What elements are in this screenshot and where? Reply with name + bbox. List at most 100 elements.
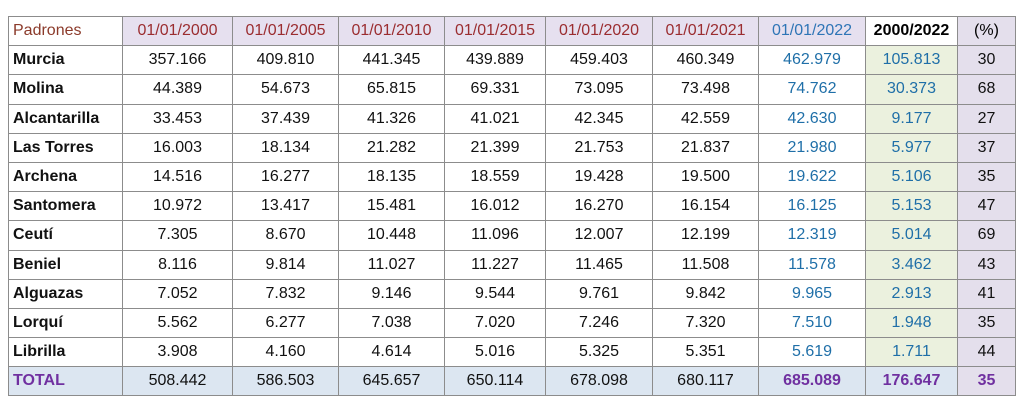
cell: 650.114 xyxy=(444,366,546,397)
cell: 21.282 xyxy=(338,132,445,163)
cell: Lorquí xyxy=(8,307,123,339)
cell: 41 xyxy=(957,278,1016,309)
cell: 439.889 xyxy=(444,45,546,76)
cell: 42.630 xyxy=(758,103,866,134)
cell: 14.516 xyxy=(122,161,233,193)
cell: 5.153 xyxy=(865,191,958,222)
data-row: Molina 44.389 54.673 65.815 69.331 73.095 73.4… xyxy=(8,74,1016,105)
cell: 44 xyxy=(957,337,1016,368)
cell: 35 xyxy=(957,366,1016,397)
cell: 37.439 xyxy=(232,103,339,134)
cell: 7.832 xyxy=(232,278,339,309)
cell: 7.246 xyxy=(545,307,653,339)
data-row: Alguazas 7.052 7.832 9.146 9.544 9.761 9.842 9.… xyxy=(8,278,1016,309)
cell: 16.270 xyxy=(545,191,653,222)
cell: Ceutí xyxy=(8,220,123,251)
cell: 54.673 xyxy=(232,74,339,105)
cell: 16.012 xyxy=(444,191,546,222)
cell: 3.908 xyxy=(122,337,233,368)
cell: 2.913 xyxy=(865,278,958,309)
cell: 9.761 xyxy=(545,278,653,309)
data-row: Santomera 10.972 13.417 15.481 16.012 16.270 1… xyxy=(8,191,1016,222)
cell: Archena xyxy=(8,161,123,193)
cell: 508.442 xyxy=(122,366,233,397)
header-cell: 01/01/2010 xyxy=(338,15,445,47)
cell: 7.038 xyxy=(338,307,445,339)
table-body: Padrones 01/01/2000 01/01/2005 01/01/2010 01… xyxy=(8,15,1016,397)
cell: 21.399 xyxy=(444,132,546,163)
cell: 16.003 xyxy=(122,132,233,163)
cell: 19.500 xyxy=(652,161,759,193)
cell: 5.619 xyxy=(758,337,866,368)
cell: 16.154 xyxy=(652,191,759,222)
cell: 1.711 xyxy=(865,337,958,368)
cell: 105.813 xyxy=(865,45,958,76)
cell: 462.979 xyxy=(758,45,866,76)
cell: 41.326 xyxy=(338,103,445,134)
cell: 460.349 xyxy=(652,45,759,76)
cell: 30.373 xyxy=(865,74,958,105)
cell: 5.325 xyxy=(545,337,653,368)
cell: 21.753 xyxy=(545,132,653,163)
cell: TOTAL xyxy=(8,366,123,397)
cell: Las Torres xyxy=(8,132,123,163)
cell: 69.331 xyxy=(444,74,546,105)
data-row: Lorquí 5.562 6.277 7.038 7.020 7.246 7.320 7.51… xyxy=(8,307,1016,339)
cell: 4.160 xyxy=(232,337,339,368)
cell: 11.227 xyxy=(444,249,546,280)
cell: Alguazas xyxy=(8,278,123,309)
cell: 33.453 xyxy=(122,103,233,134)
cell: 5.106 xyxy=(865,161,958,193)
cell: 7.510 xyxy=(758,307,866,339)
data-row: Las Torres 16.003 18.134 21.282 21.399 21.753… xyxy=(8,132,1016,163)
header-cell: 2000/2022 xyxy=(865,15,958,47)
cell: 10.972 xyxy=(122,191,233,222)
cell: 12.319 xyxy=(758,220,866,251)
cell: 11.578 xyxy=(758,249,866,280)
cell: 357.166 xyxy=(122,45,233,76)
cell: 6.277 xyxy=(232,307,339,339)
cell: 176.647 xyxy=(865,366,958,397)
cell: 7.020 xyxy=(444,307,546,339)
cell: Alcantarilla xyxy=(8,103,123,134)
cell: 12.199 xyxy=(652,220,759,251)
total-row: TOTAL 508.442 586.503 645.657 650.114 678.098… xyxy=(8,366,1016,397)
cell: 1.948 xyxy=(865,307,958,339)
cell: 35 xyxy=(957,161,1016,193)
header-cell: 01/01/2000 xyxy=(122,15,233,47)
data-row: Beniel 8.116 9.814 11.027 11.227 11.465 11.508… xyxy=(8,249,1016,280)
cell: 21.980 xyxy=(758,132,866,163)
cell: 19.622 xyxy=(758,161,866,193)
cell: 441.345 xyxy=(338,45,445,76)
cell: 73.498 xyxy=(652,74,759,105)
cell: 8.116 xyxy=(122,249,233,280)
data-row: Archena 14.516 16.277 18.135 18.559 19.428 19.… xyxy=(8,161,1016,193)
cell: 685.089 xyxy=(758,366,866,397)
cell: 42.559 xyxy=(652,103,759,134)
cell: 5.977 xyxy=(865,132,958,163)
cell: 44.389 xyxy=(122,74,233,105)
cell: 16.125 xyxy=(758,191,866,222)
cell: 678.098 xyxy=(545,366,653,397)
cell: Librilla xyxy=(8,337,123,368)
header-cell: 01/01/2015 xyxy=(444,15,546,47)
cell: 73.095 xyxy=(545,74,653,105)
cell: 42.345 xyxy=(545,103,653,134)
cell: 5.562 xyxy=(122,307,233,339)
cell: 9.965 xyxy=(758,278,866,309)
cell: 35 xyxy=(957,307,1016,339)
cell: Santomera xyxy=(8,191,123,222)
header-cell: 01/01/2021 xyxy=(652,15,759,47)
cell: 11.508 xyxy=(652,249,759,280)
cell: 11.027 xyxy=(338,249,445,280)
cell: 74.762 xyxy=(758,74,866,105)
cell: 645.657 xyxy=(338,366,445,397)
cell: 9.842 xyxy=(652,278,759,309)
cell: 37 xyxy=(957,132,1016,163)
header-cell: 01/01/2005 xyxy=(232,15,339,47)
cell: 459.403 xyxy=(545,45,653,76)
data-row: Ceutí 7.305 8.670 10.448 11.096 12.007 12.199 1… xyxy=(8,220,1016,251)
cell: 30 xyxy=(957,45,1016,76)
cell: 680.117 xyxy=(652,366,759,397)
